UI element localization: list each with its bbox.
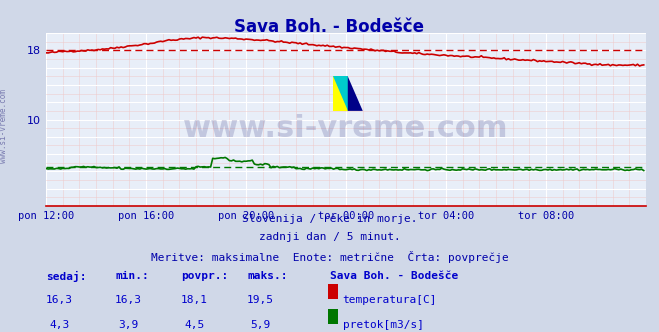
- Text: 5,9: 5,9: [250, 320, 270, 330]
- Text: 16,3: 16,3: [46, 295, 72, 305]
- Text: www.si-vreme.com: www.si-vreme.com: [0, 89, 8, 163]
- Text: maks.:: maks.:: [247, 271, 287, 281]
- Text: Meritve: maksimalne  Enote: metrične  Črta: povprečje: Meritve: maksimalne Enote: metrične Črta…: [151, 251, 508, 263]
- Text: pretok[m3/s]: pretok[m3/s]: [343, 320, 424, 330]
- FancyBboxPatch shape: [333, 76, 348, 111]
- Text: povpr.:: povpr.:: [181, 271, 229, 281]
- Text: min.:: min.:: [115, 271, 149, 281]
- Text: Sava Boh. - Bodešče: Sava Boh. - Bodešče: [330, 271, 458, 281]
- Polygon shape: [333, 76, 348, 111]
- Text: 4,5: 4,5: [185, 320, 204, 330]
- Text: 4,3: 4,3: [49, 320, 69, 330]
- Text: 16,3: 16,3: [115, 295, 142, 305]
- Text: Sava Boh. - Bodešče: Sava Boh. - Bodešče: [235, 18, 424, 36]
- Text: www.si-vreme.com: www.si-vreme.com: [183, 114, 509, 143]
- Text: 18,1: 18,1: [181, 295, 208, 305]
- Text: temperatura[C]: temperatura[C]: [343, 295, 437, 305]
- Text: sedaj:: sedaj:: [46, 271, 86, 282]
- Text: Slovenija / reke in morje.: Slovenija / reke in morje.: [242, 214, 417, 224]
- Polygon shape: [348, 76, 362, 111]
- Text: 19,5: 19,5: [247, 295, 273, 305]
- Text: 3,9: 3,9: [119, 320, 138, 330]
- Text: zadnji dan / 5 minut.: zadnji dan / 5 minut.: [258, 232, 401, 242]
